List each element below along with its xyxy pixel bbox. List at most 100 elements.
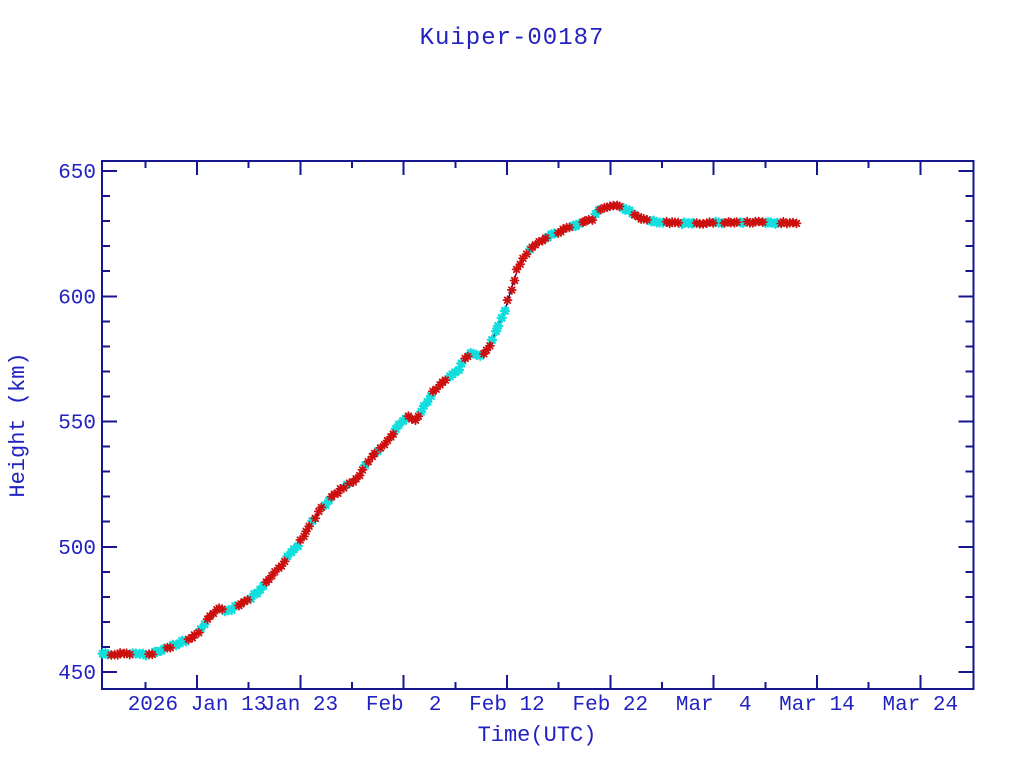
- data-point-marker-cyan: [416, 406, 427, 417]
- data-point-marker-cyan: [422, 396, 433, 407]
- data-point-marker-red: [431, 384, 442, 395]
- data-point-marker-red: [183, 634, 194, 645]
- data-point-marker-red: [791, 218, 802, 229]
- data-point-marker-red: [410, 415, 421, 426]
- data-point-marker-red: [239, 596, 250, 607]
- data-point-marker-red: [484, 340, 495, 351]
- data-point-marker-red: [614, 201, 625, 212]
- x-tick-label: Jan 23: [263, 694, 339, 717]
- data-point-marker-cyan: [393, 419, 404, 430]
- data-point-marker-cyan: [456, 358, 467, 369]
- data-point-marker-red: [701, 218, 712, 229]
- data-point-marker-red: [193, 627, 204, 638]
- data-point-marker-cyan: [490, 326, 502, 337]
- data-point-marker-red: [515, 259, 526, 270]
- data-point-marker-red: [778, 216, 789, 227]
- data-point-marker-red: [521, 249, 532, 260]
- y-tick-label: 600: [58, 287, 96, 310]
- data-point-marker-red: [208, 608, 219, 619]
- data-point-marker-cyan: [574, 218, 585, 230]
- data-point-marker-cyan: [258, 580, 269, 591]
- data-point-marker-red: [263, 574, 274, 585]
- plot-box: [101, 160, 975, 690]
- data-point-marker-red: [266, 570, 277, 581]
- data-point-marker-red: [629, 209, 640, 220]
- x-tick-label: Mar 14: [779, 694, 855, 717]
- data-point-marker-red: [708, 218, 719, 228]
- data-point-marker-cyan: [140, 650, 152, 661]
- data-point-marker-red: [540, 233, 551, 243]
- data-point-marker-red: [124, 649, 135, 660]
- data-point-marker-cyan: [245, 593, 256, 604]
- x-tick-label: Mar 24: [883, 694, 959, 717]
- height-line: [101, 205, 797, 656]
- data-point-marker-cyan: [199, 619, 210, 630]
- data-point-marker-red: [375, 442, 386, 453]
- data-point-marker-red: [757, 217, 768, 228]
- data-point-marker-cyan: [195, 623, 206, 635]
- data-point-marker-red: [509, 275, 520, 286]
- data-point-marker-cyan: [657, 217, 668, 228]
- data-point-marker-red: [413, 411, 424, 422]
- data-point-marker-cyan: [499, 305, 511, 316]
- data-point-marker-red: [295, 535, 306, 545]
- data-point-marker-red: [747, 217, 758, 228]
- data-point-marker-red: [406, 413, 417, 424]
- data-point-marker-red: [304, 521, 315, 532]
- data-point-marker-red: [440, 375, 451, 386]
- data-point-marker-cyan: [492, 320, 504, 332]
- x-axis-title: Time(UTC): [478, 723, 597, 748]
- data-point-marker-cyan: [737, 217, 749, 229]
- data-point-marker-red: [719, 218, 730, 228]
- data-point-marker-red: [506, 285, 517, 295]
- data-point-marker-red: [316, 502, 327, 513]
- data-series: [97, 200, 802, 661]
- data-point-marker-red: [553, 228, 564, 238]
- data-point-marker-red: [357, 464, 368, 475]
- data-point-marker-red: [638, 213, 649, 224]
- data-point-marker-red: [147, 649, 158, 660]
- data-point-marker-cyan: [453, 364, 465, 376]
- data-point-marker-red: [121, 648, 132, 659]
- data-point-marker-red: [301, 526, 312, 537]
- data-point-marker-cyan: [323, 495, 335, 506]
- data-point-marker-red: [276, 561, 287, 571]
- data-point-marker-cyan: [390, 423, 401, 435]
- data-point-marker-red: [382, 435, 393, 446]
- y-axis-title: Height (km): [6, 352, 31, 497]
- data-point-marker-cyan: [226, 604, 237, 616]
- data-point-marker-red: [351, 473, 362, 484]
- data-point-marker-red: [363, 456, 374, 467]
- data-point-marker-red: [279, 556, 290, 567]
- data-point-marker-red: [462, 351, 473, 362]
- data-point-marker-red: [642, 214, 652, 225]
- data-point-marker-red: [481, 345, 492, 356]
- x-tick-label: Feb 2: [366, 694, 442, 717]
- axes: [101, 160, 975, 690]
- chart-title: Kuiper-00187: [420, 25, 605, 52]
- data-point-marker-red: [242, 595, 253, 605]
- data-point-marker-cyan: [425, 390, 437, 402]
- data-point-marker-cyan: [765, 217, 777, 228]
- data-point-marker-cyan: [170, 640, 182, 651]
- data-point-marker-red: [661, 216, 672, 227]
- data-point-marker-cyan: [449, 367, 461, 378]
- data-point-marker-red: [673, 217, 684, 228]
- data-point-marker-red: [354, 470, 365, 481]
- data-point-marker-red: [344, 478, 355, 489]
- data-point-marker-red: [310, 513, 321, 524]
- data-point-marker-red: [602, 202, 612, 213]
- data-point-marker-red: [564, 222, 575, 233]
- data-point-marker-red: [189, 630, 200, 640]
- data-point-marker-red: [742, 216, 753, 227]
- data-point-marker-red: [217, 604, 228, 614]
- data-point-marker-red: [388, 429, 399, 439]
- data-point-marker-cyan: [475, 350, 486, 361]
- data-point-marker-red: [332, 488, 343, 499]
- data-point-marker-cyan: [486, 334, 498, 346]
- data-point-marker-red: [518, 253, 528, 264]
- data-point-marker-cyan: [418, 400, 430, 412]
